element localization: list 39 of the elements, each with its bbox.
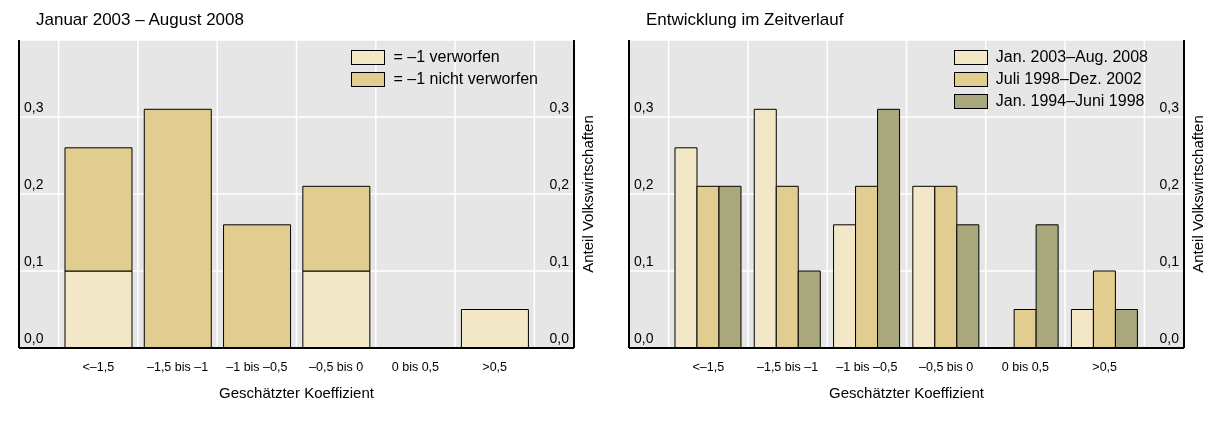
- x-tick-label: –1 bis –0,5: [226, 359, 288, 374]
- y2-axis-title: Anteil Volkswirtschaften: [579, 115, 596, 273]
- y-tick-label: 0,1: [634, 253, 654, 269]
- x-tick-label: <–1,5: [82, 359, 115, 374]
- y-tick-label: 0,0: [24, 330, 44, 346]
- y2-tick-label: 0,1: [1159, 253, 1180, 269]
- x-tick-label: –1 bis –0,5: [836, 359, 898, 374]
- y2-tick-label: 0,2: [549, 176, 570, 192]
- legend-label: = –1 verworfen: [393, 47, 500, 67]
- y-tick-label: 0,3: [24, 99, 44, 115]
- x-axis-title: Geschätzter Koeffizient: [829, 384, 985, 401]
- y-tick-label: 0,1: [24, 253, 44, 269]
- x-tick-label: 0 bis 0,5: [391, 359, 440, 374]
- y2-tick-label: 0,3: [1159, 99, 1180, 115]
- y-tick-label: 0,0: [634, 330, 654, 346]
- y-tick-label: 0,2: [634, 176, 654, 192]
- y-tick-label: 0,3: [634, 99, 654, 115]
- y2-axis-title: Anteil Volkswirtschaften: [1189, 115, 1206, 273]
- y2-tick-label: 0,0: [549, 330, 570, 346]
- x-tick-label: <–1,5: [692, 359, 725, 374]
- y-tick-label: 0,2: [24, 176, 44, 192]
- x-tick-label: >0,5: [482, 359, 508, 374]
- legend-label: Jan. 2003–Aug. 2008: [995, 47, 1148, 67]
- chart-title: Januar 2003 – August 2008: [35, 9, 245, 31]
- x-tick-label: >0,5: [1092, 359, 1118, 374]
- legend-label: = –1 nicht verworfen: [393, 69, 538, 89]
- x-tick-label: –0,5 bis 0: [309, 359, 364, 374]
- y2-tick-label: 0,0: [1159, 330, 1180, 346]
- y2-tick-label: 0,2: [1159, 176, 1180, 192]
- y2-tick-label: 0,1: [549, 253, 570, 269]
- x-axis-title: Geschätzter Koeffizient: [219, 384, 375, 401]
- chart-title: Entwicklung im Zeitverlauf: [645, 9, 845, 31]
- y2-tick-label: 0,3: [549, 99, 570, 115]
- x-tick-label: 0 bis 0,5: [1001, 359, 1050, 374]
- legend-label: Jan. 1994–Juni 1998: [995, 91, 1145, 111]
- legend-label: Juli 1998–Dez. 2002: [995, 69, 1142, 89]
- x-tick-label: –1,5 bis –1: [756, 359, 819, 374]
- x-tick-label: –0,5 bis 0: [919, 359, 974, 374]
- x-tick-label: –1,5 bis –1: [146, 359, 209, 374]
